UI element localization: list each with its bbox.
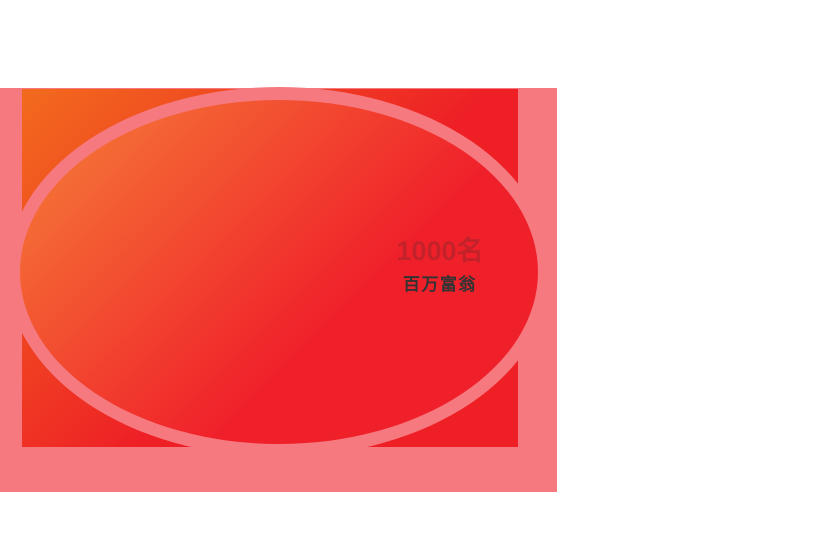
winner-count-text: 1000名 [396, 236, 484, 266]
winner-label-text: 百万富翁 [402, 275, 477, 294]
prize-text-group: 1000名 百万富翁 [396, 236, 484, 294]
